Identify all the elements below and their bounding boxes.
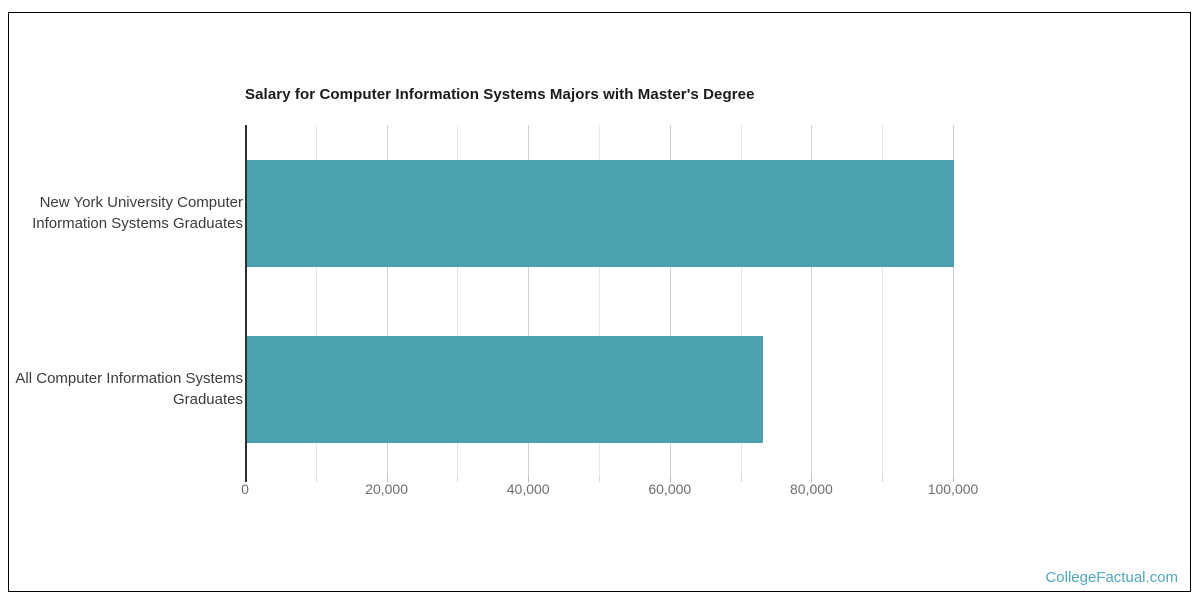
- category-label-line: Information Systems Graduates: [32, 215, 243, 232]
- minor-gridline: [882, 125, 884, 477]
- x-axis-tick: [882, 477, 884, 482]
- x-tick-label: 0: [241, 481, 249, 497]
- category-label-line: New York University Computer: [39, 194, 243, 211]
- category-label: New York University Computer Information …: [10, 192, 243, 234]
- major-gridline: [386, 125, 388, 477]
- major-gridline: [669, 125, 671, 477]
- x-axis-tick: [599, 477, 600, 482]
- major-gridline: [811, 125, 813, 477]
- x-axis-tick: [740, 477, 742, 482]
- chart-title: Salary for Computer Information Systems …: [245, 86, 755, 103]
- x-axis-tick: [669, 477, 671, 482]
- major-gridline: [528, 125, 530, 477]
- x-tick-label: 100,000: [927, 481, 979, 497]
- x-tick-label: 80,000: [789, 481, 833, 497]
- category-label-line: All Computer Information Systems: [15, 370, 243, 387]
- category-label-line: Graduates: [172, 391, 243, 408]
- x-axis-tick: [811, 477, 813, 482]
- x-axis-tick: [528, 477, 530, 482]
- x-tick-label: 40,000: [506, 481, 550, 497]
- y-axis-line: [245, 125, 247, 482]
- bar: [246, 159, 954, 267]
- x-axis-tick: [315, 477, 317, 482]
- bar: [246, 335, 763, 443]
- plot-area: [245, 125, 954, 482]
- watermark-link[interactable]: CollegeFactual.com: [1045, 569, 1178, 586]
- x-tick-label: 60,000: [648, 481, 692, 497]
- minor-gridline: [740, 125, 742, 477]
- x-axis-tick: [386, 477, 388, 482]
- major-gridline: [953, 125, 954, 477]
- category-label: All Computer Information Systems Graduate…: [10, 368, 243, 410]
- x-axis-tick: [457, 477, 459, 482]
- x-tick-label: 20,000: [365, 481, 409, 497]
- minor-gridline: [457, 125, 459, 477]
- x-axis-tick: [953, 477, 954, 482]
- minor-gridline: [599, 125, 600, 477]
- minor-gridline: [315, 125, 317, 477]
